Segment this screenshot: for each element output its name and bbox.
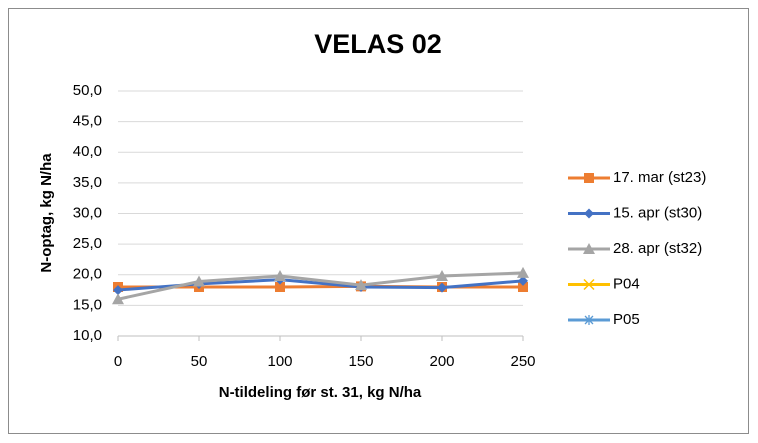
- marker: [113, 285, 123, 296]
- y-axis-label: N-optag, kg N/ha: [38, 153, 55, 273]
- y-tick-label: 25,0: [73, 235, 102, 252]
- x-tick-label: 250: [510, 353, 535, 370]
- marker: [275, 282, 285, 292]
- marker: [193, 275, 205, 287]
- y-tick-label: 30,0: [73, 204, 102, 221]
- marker: [274, 269, 286, 281]
- marker: [355, 279, 367, 291]
- x-tick-label: 200: [429, 353, 454, 370]
- marker: [112, 293, 124, 305]
- y-tick-label: 10,0: [73, 327, 102, 344]
- y-tick-label: 40,0: [73, 143, 102, 160]
- marker: [436, 269, 448, 281]
- legend-label: 28. apr (st32): [613, 240, 702, 257]
- y-tick-label: 45,0: [73, 113, 102, 130]
- legend-marker: [584, 315, 594, 325]
- y-tick-label: 35,0: [73, 174, 102, 191]
- legend-label: 15. apr (st30): [613, 204, 702, 221]
- x-tick-label: 0: [114, 353, 122, 370]
- legend-marker: [584, 173, 594, 183]
- marker: [518, 282, 528, 292]
- x-axis-label: N-tildeling før st. 31, kg N/ha: [219, 384, 422, 401]
- y-tick-label: 20,0: [73, 266, 102, 283]
- y-tick-label: 50,0: [73, 82, 102, 99]
- series-line: [117, 271, 524, 301]
- marker: [517, 266, 529, 278]
- chart-title: VELAS 02: [314, 29, 442, 59]
- legend-marker: [583, 278, 595, 291]
- legend-marker: [584, 208, 594, 219]
- marker: [437, 282, 447, 293]
- y-tick-label: 15,0: [73, 296, 102, 313]
- x-tick-label: 50: [191, 353, 208, 370]
- chart-border: [8, 8, 749, 434]
- legend-label: P04: [613, 275, 640, 292]
- x-tick-label: 150: [348, 353, 373, 370]
- marker: [518, 275, 528, 286]
- legend-label: P05: [613, 311, 640, 328]
- x-tick-label: 100: [267, 353, 292, 370]
- legend-label: 17. mar (st23): [613, 169, 706, 186]
- legend-marker: [583, 243, 595, 254]
